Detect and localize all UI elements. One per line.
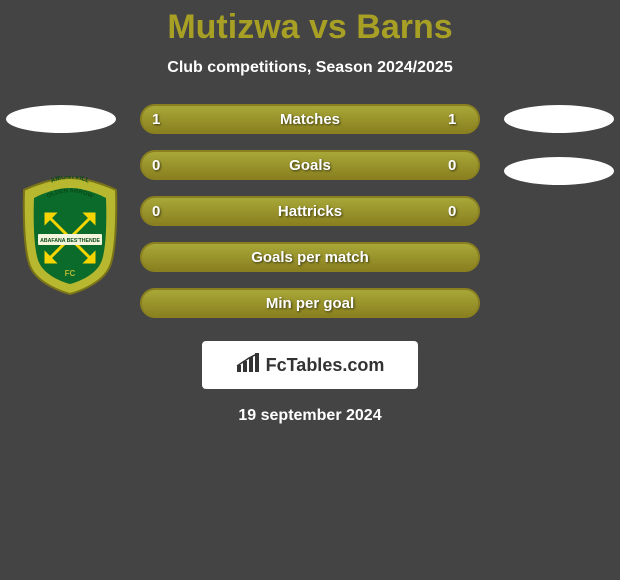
stat-bar-hattricks: 0 Hattricks 0 (140, 196, 480, 226)
stat-label: Goals per match (172, 249, 448, 266)
badge-text-band: ABAFANA BES'THENDE (40, 238, 100, 244)
competition-subtitle: Club competitions, Season 2024/2025 (0, 59, 620, 77)
player-left-placeholder-oval (6, 105, 116, 133)
stat-left-value: 1 (152, 111, 172, 128)
shield-icon: AMONTVILL OLDEN ARROW ABAFANA BES'THENDE… (20, 176, 120, 296)
badge-text-bottom: FC (65, 269, 76, 278)
branding-text: FcTables.com (266, 355, 385, 376)
bar-chart-icon (236, 353, 260, 378)
page-title: Mutizwa vs Barns (0, 0, 620, 47)
stat-left-value: 0 (152, 157, 172, 174)
stat-label: Goals (172, 157, 448, 174)
stat-bar-min-per-goal: Min per goal (140, 288, 480, 318)
stat-label: Min per goal (172, 295, 448, 312)
stat-left-value: 0 (152, 203, 172, 220)
stat-row-matches: 1 Matches 1 (0, 105, 620, 151)
stat-label: Hattricks (172, 203, 448, 220)
snapshot-date: 19 september 2024 (0, 407, 620, 425)
stat-label: Matches (172, 111, 448, 128)
stat-right-value: 1 (448, 111, 468, 128)
player-right-placeholder-oval-2 (504, 157, 614, 185)
stat-bar-goals: 0 Goals 0 (140, 150, 480, 180)
branding-box[interactable]: FcTables.com (202, 341, 418, 389)
stat-right-value: 0 (448, 203, 468, 220)
left-club-badge: AMONTVILL OLDEN ARROW ABAFANA BES'THENDE… (20, 176, 120, 296)
stat-bar-matches: 1 Matches 1 (140, 104, 480, 134)
stat-right-value: 0 (448, 157, 468, 174)
stat-bar-goals-per-match: Goals per match (140, 242, 480, 272)
player-right-placeholder-oval-1 (504, 105, 614, 133)
